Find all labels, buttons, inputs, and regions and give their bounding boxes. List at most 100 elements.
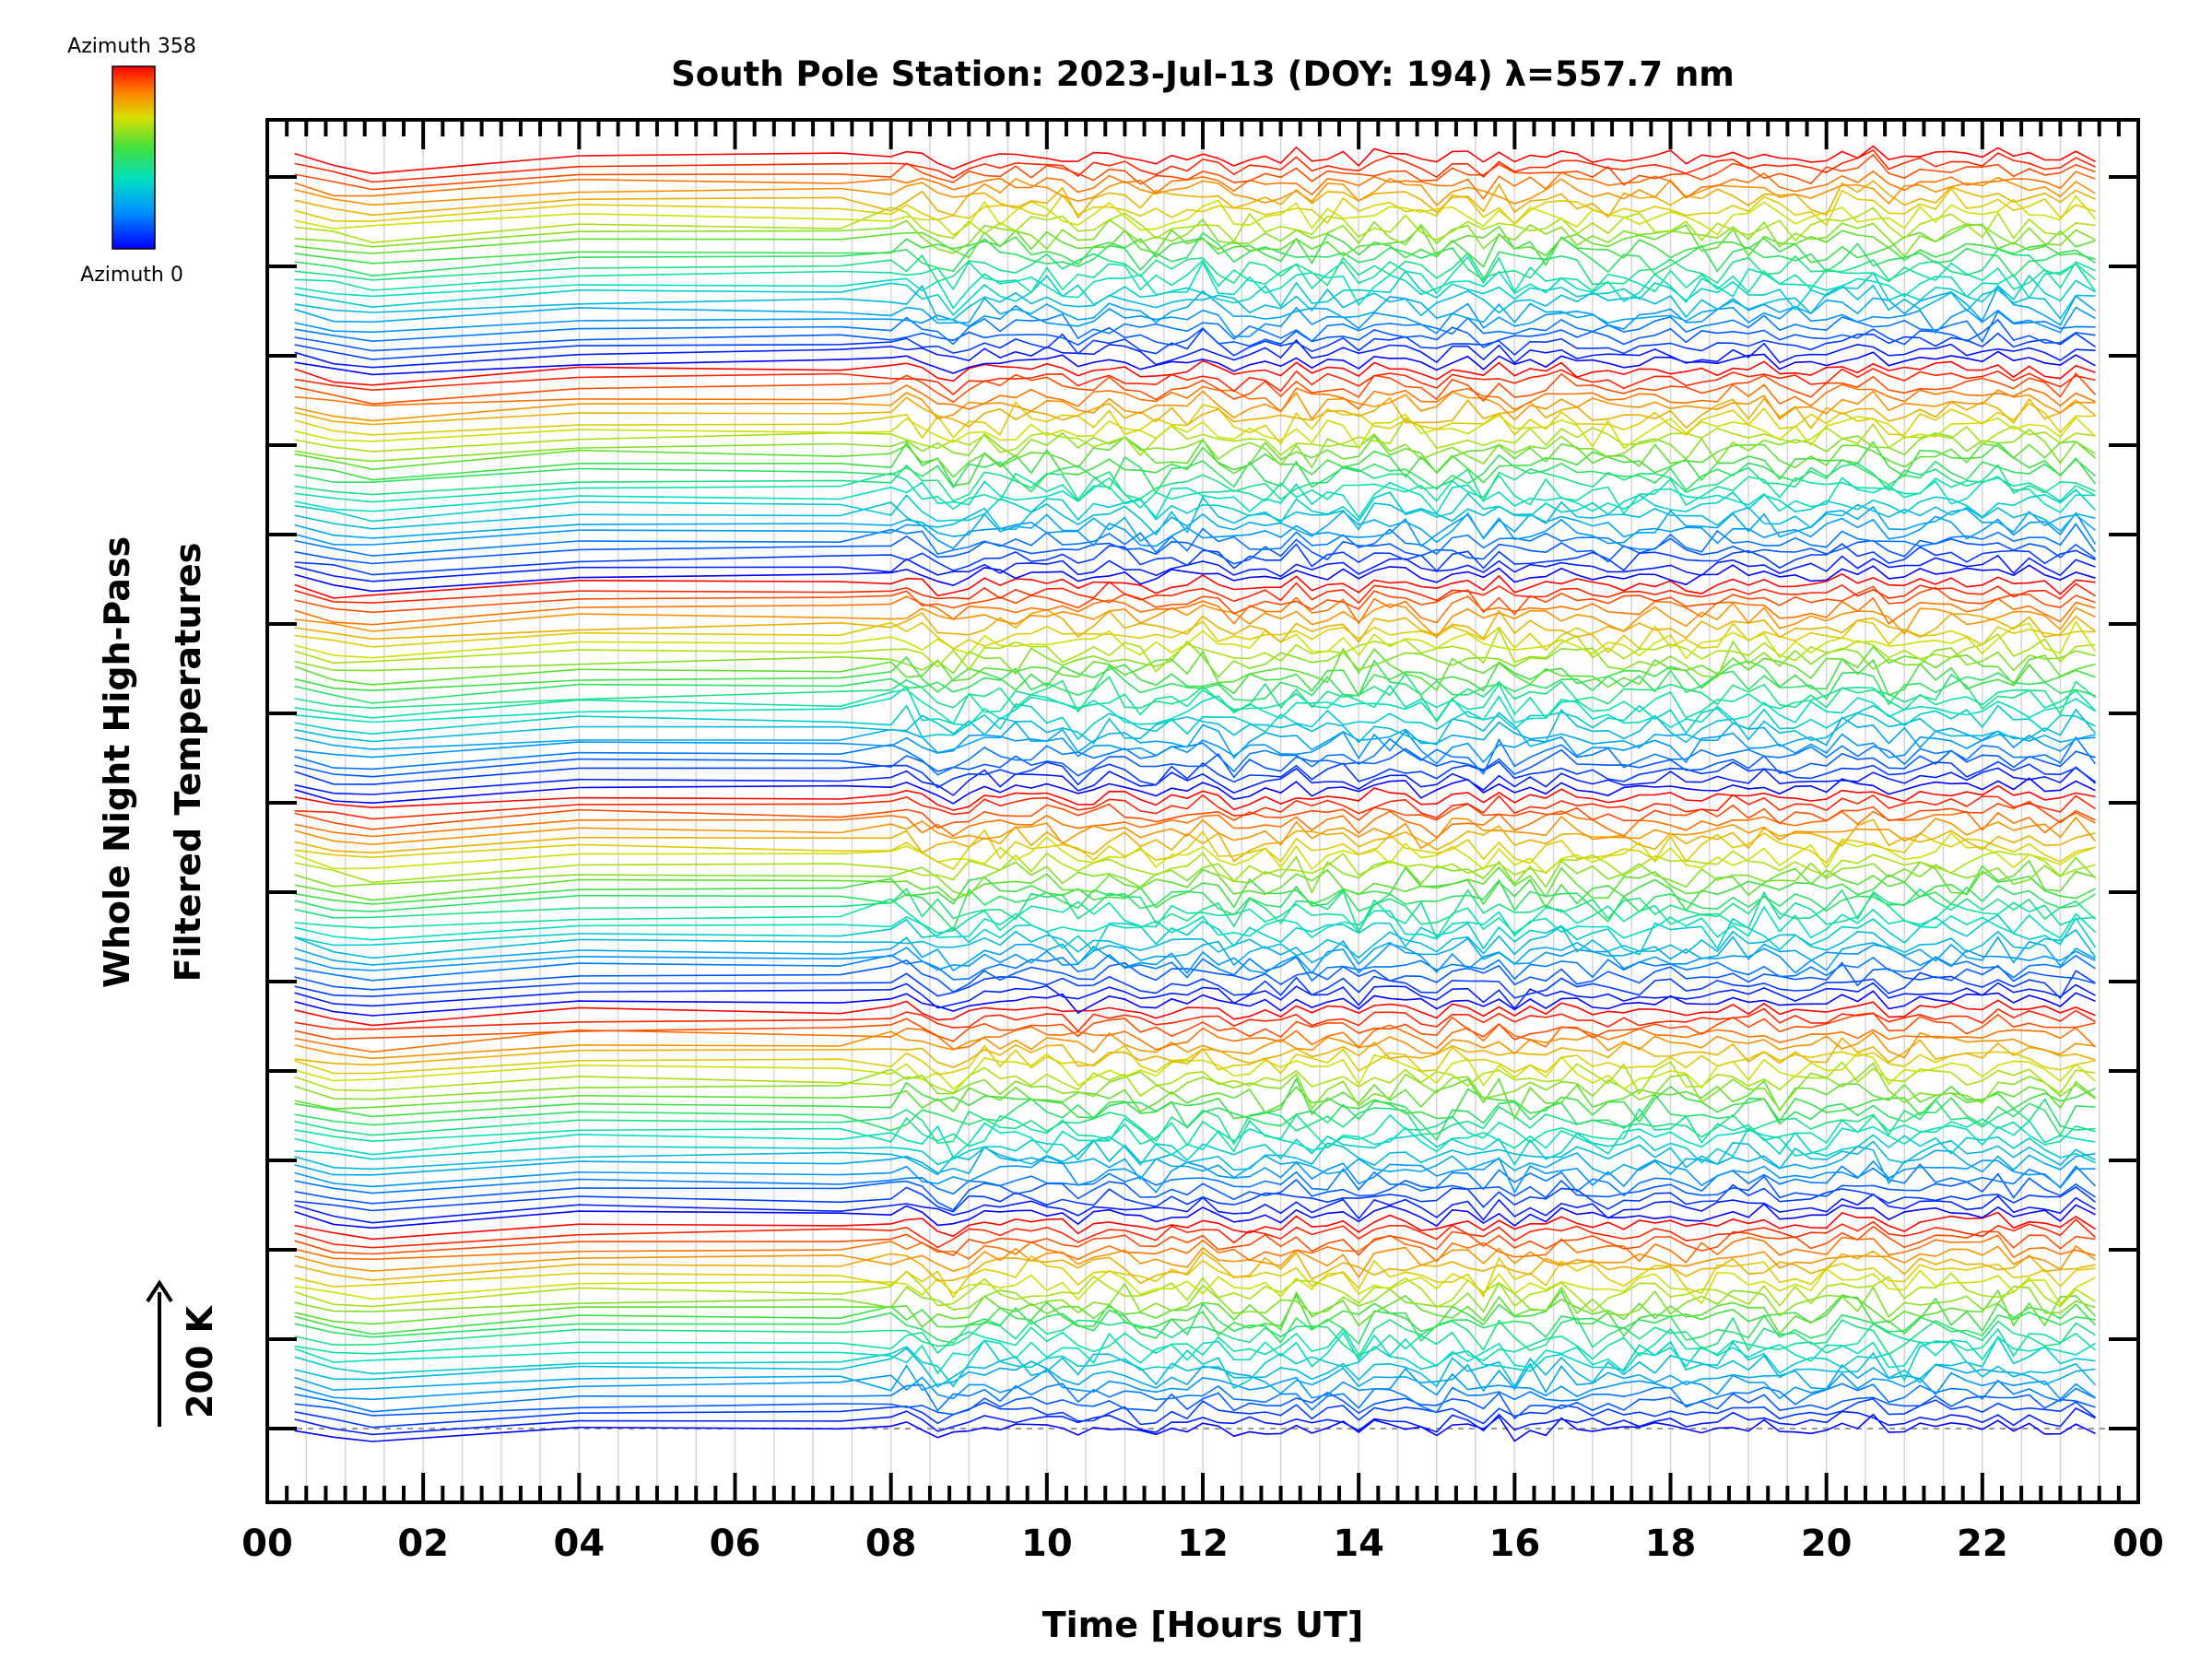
temperature-trace bbox=[294, 396, 2096, 429]
temperature-trace bbox=[294, 1289, 2097, 1337]
scale-indicator: 200 K bbox=[146, 1279, 220, 1427]
x-tick-labels: 00 02 04 06 08 10 12 14 16 18 20 22 00 bbox=[241, 1523, 2164, 1565]
temperature-trace bbox=[294, 1367, 2096, 1401]
temperature-trace bbox=[294, 815, 2097, 850]
temperature-trace bbox=[294, 1012, 2096, 1042]
x-tick-label: 02 bbox=[397, 1523, 449, 1565]
temperature-trace bbox=[294, 1302, 2096, 1346]
temperature-trace bbox=[294, 1155, 2096, 1194]
temperature-trace bbox=[294, 1331, 2096, 1375]
temperature-trace bbox=[294, 602, 2096, 639]
temperature-trace bbox=[294, 1347, 2097, 1389]
temperature-trace bbox=[294, 1391, 2096, 1420]
temperature-trace bbox=[294, 959, 2096, 994]
temperature-trace bbox=[294, 924, 2097, 959]
temperature-trace bbox=[294, 760, 2096, 789]
x-tick-label: 16 bbox=[1488, 1523, 1540, 1565]
temperature-trace bbox=[294, 495, 2096, 536]
temperature-trace bbox=[294, 703, 2096, 741]
temperature-trace bbox=[294, 194, 2097, 237]
temperature-trace bbox=[294, 913, 2097, 956]
temperature-trace bbox=[294, 269, 2096, 316]
x-tick-label: 08 bbox=[865, 1523, 917, 1565]
x-axis-label: Time [Hours UT] bbox=[1042, 1605, 1364, 1645]
temperature-trace bbox=[294, 672, 2097, 724]
temperature-trace bbox=[294, 990, 2096, 1017]
temperature-trace bbox=[294, 1107, 2096, 1153]
temperature-trace bbox=[294, 176, 2096, 206]
temperature-trace bbox=[294, 535, 2096, 565]
temperature-trace bbox=[294, 1211, 2096, 1241]
temperature-trace bbox=[294, 572, 2096, 599]
temperature-trace bbox=[294, 284, 2096, 321]
temperature-trace bbox=[294, 180, 2096, 219]
temperature-trace bbox=[294, 554, 2096, 582]
temperature-trace bbox=[294, 512, 2097, 550]
temperature-trace bbox=[294, 285, 2096, 326]
temperature-trace bbox=[294, 1244, 2096, 1279]
temperature-trace bbox=[294, 1379, 2096, 1414]
x-tick-label: 12 bbox=[1177, 1523, 1229, 1565]
temperature-trace bbox=[294, 359, 2096, 386]
temperature-trace bbox=[294, 232, 2096, 268]
temperature-traces bbox=[294, 145, 2097, 1442]
temperature-trace bbox=[294, 655, 2096, 698]
temperature-trace bbox=[294, 1172, 2096, 1211]
temperature-trace bbox=[294, 400, 2096, 446]
temperature-trace bbox=[294, 1281, 2096, 1319]
temperature-trace bbox=[294, 581, 2096, 605]
temperature-trace bbox=[294, 888, 2097, 934]
temperature-trace bbox=[294, 859, 2096, 901]
temperature-trace bbox=[294, 1267, 2096, 1305]
temperature-trace bbox=[294, 982, 2096, 1010]
temperature-trace bbox=[294, 368, 2096, 395]
temperature-trace bbox=[294, 1146, 2096, 1185]
colorbar-gradient bbox=[112, 65, 156, 250]
temperature-trace bbox=[294, 784, 2096, 811]
time-grid bbox=[305, 127, 2100, 1495]
temperature-trace bbox=[294, 453, 2097, 495]
temperature-trace bbox=[294, 231, 2096, 281]
temperature-trace bbox=[294, 645, 2096, 692]
temperature-trace bbox=[294, 206, 2096, 244]
temperature-trace bbox=[294, 1316, 2096, 1359]
temperature-trace bbox=[294, 818, 2096, 863]
chart-title: South Pole Station: 2023-Jul-13 (DOY: 19… bbox=[671, 54, 1735, 94]
temperature-trace bbox=[294, 1193, 2096, 1224]
temperature-trace bbox=[294, 1052, 2097, 1090]
temperature-trace bbox=[294, 417, 2096, 457]
temperature-trace bbox=[294, 187, 2096, 227]
temperature-trace bbox=[294, 434, 2097, 478]
temperature-trace bbox=[294, 1270, 2096, 1313]
temperature-trace bbox=[294, 170, 2096, 201]
temperature-trace bbox=[294, 318, 2096, 352]
temperature-trace bbox=[294, 829, 2096, 871]
temperature-trace bbox=[294, 999, 2096, 1027]
x-tick-label: 06 bbox=[710, 1523, 761, 1565]
temperature-trace bbox=[294, 148, 2096, 183]
temperature-trace bbox=[294, 595, 2096, 626]
temperature-trace bbox=[294, 747, 2096, 779]
temperature-trace bbox=[294, 1077, 2096, 1124]
temperature-trace bbox=[294, 1098, 2096, 1147]
temperature-trace bbox=[294, 1250, 2096, 1285]
temperature-trace bbox=[294, 878, 2096, 932]
y-axis-label-line1: Whole Night High-Pass bbox=[97, 536, 137, 988]
temperature-trace bbox=[294, 505, 2096, 544]
temperature-trace bbox=[294, 716, 2096, 759]
temperature-trace bbox=[294, 260, 2097, 310]
temperature-trace bbox=[294, 1183, 2096, 1213]
temperature-trace bbox=[294, 310, 2096, 346]
temperature-trace bbox=[294, 472, 2096, 515]
temperature-trace bbox=[294, 659, 2096, 706]
temperature-trace bbox=[294, 350, 2096, 376]
temperature-trace bbox=[294, 564, 2096, 593]
temperature-trace bbox=[294, 810, 2096, 839]
temperature-trace bbox=[294, 441, 2097, 488]
colorbar: Azimuth 358 Azimuth 0 bbox=[67, 35, 196, 287]
temperature-trace bbox=[294, 338, 2096, 369]
y-axis-label-line2: Filtered Temperatures bbox=[168, 543, 208, 982]
temperature-trace bbox=[294, 1163, 2097, 1197]
x-tick-label: 20 bbox=[1801, 1523, 1853, 1565]
